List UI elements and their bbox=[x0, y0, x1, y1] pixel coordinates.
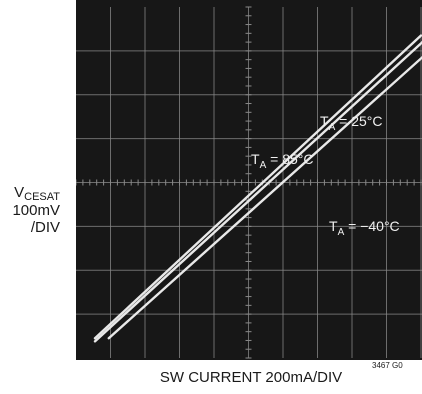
x-axis-label: SW CURRENT 200mA/DIV bbox=[159, 369, 343, 386]
chart-svg: TA = 85°C TA = 25°C TA = −40°C bbox=[76, 6, 422, 359]
figure-code: 3467 G0 bbox=[372, 361, 403, 370]
grid-layer bbox=[76, 6, 422, 359]
y-axis-label-scale: 100mV bbox=[12, 202, 60, 219]
curve-label-1: TA = 25°C bbox=[320, 113, 382, 133]
curve-series-2 bbox=[107, 55, 422, 340]
curve-series-1 bbox=[93, 40, 422, 343]
y-axis-label-unit: /DIV bbox=[30, 219, 60, 236]
curve-label-2: TA = −40°C bbox=[329, 218, 400, 238]
y-axis-label-main: VCESAT bbox=[14, 184, 60, 203]
curve-series-0 bbox=[93, 34, 422, 340]
curve-layer bbox=[93, 34, 422, 343]
curve-label-layer: TA = 85°C TA = 25°C TA = −40°C bbox=[251, 113, 400, 238]
oscilloscope-plot-area: TA = 85°C TA = 25°C TA = −40°C bbox=[76, 0, 422, 360]
curve-label-0: TA = 85°C bbox=[251, 151, 313, 171]
